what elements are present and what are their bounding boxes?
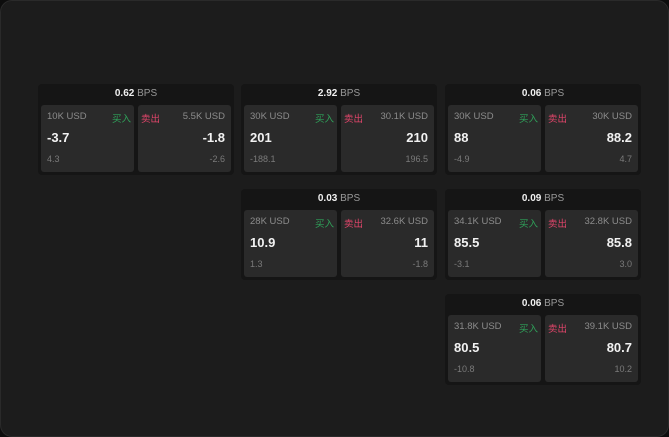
ask-change: -2.6	[209, 154, 225, 164]
buy-cell[interactable]: 34.1K USD 买入 85.5 -3.1	[448, 210, 541, 277]
spread-header: 0.03 BPS	[241, 189, 437, 209]
sell-label: 卖出	[548, 114, 568, 125]
ask-quantity: 5.5K USD	[182, 111, 225, 122]
ask-price: 11	[414, 235, 428, 250]
bid-quantity: 34.1K USD	[454, 216, 502, 227]
ask-price: 85.8	[606, 235, 632, 250]
ask-quantity: 30K USD	[592, 111, 632, 122]
spread-value: 0.03	[317, 193, 338, 204]
bid-price: -3.7	[47, 130, 70, 145]
price-tile: 0.62 BPS 10K USD 买入 -3.7 4.3 卖出 5.5K USD…	[38, 84, 234, 175]
spread-unit: BPS	[340, 193, 361, 204]
buy-cell[interactable]: 30K USD 买入 88 -4.9	[448, 105, 541, 172]
bid-price: 88	[454, 130, 469, 145]
price-tile: 0.06 BPS 30K USD 买入 88 -4.9 卖出 30K USD 8…	[445, 84, 641, 175]
bid-quantity: 28K USD	[250, 216, 290, 227]
spread-unit: BPS	[340, 88, 361, 99]
buy-label: 买入	[518, 219, 538, 230]
bid-change: -4.9	[454, 154, 470, 164]
spread-value: 0.62	[114, 88, 135, 99]
sell-label: 卖出	[548, 324, 568, 335]
buy-cell[interactable]: 30K USD 买入 201 -188.1	[244, 105, 337, 172]
bid-change: 1.3	[250, 259, 263, 269]
spread-value: 2.92	[317, 88, 338, 99]
spread-value: 0.06	[521, 88, 542, 99]
ask-price: -1.8	[202, 130, 225, 145]
bid-change: -188.1	[250, 154, 276, 164]
sell-cell[interactable]: 卖出 39.1K USD 80.7 10.2	[545, 315, 638, 382]
sell-cell[interactable]: 卖出 30K USD 88.2 4.7	[545, 105, 638, 172]
spread-unit: BPS	[544, 88, 565, 99]
ask-change: 4.7	[619, 154, 632, 164]
sell-label: 卖出	[344, 219, 364, 230]
bid-quantity: 30K USD	[250, 111, 290, 122]
spread-unit: BPS	[544, 298, 565, 309]
ask-quantity: 32.8K USD	[584, 216, 632, 227]
sell-cell[interactable]: 卖出 32.8K USD 85.8 3.0	[545, 210, 638, 277]
spread-unit: BPS	[137, 88, 158, 99]
ask-quantity: 32.6K USD	[380, 216, 428, 227]
ask-change: 10.2	[614, 364, 632, 374]
spread-header: 0.09 BPS	[445, 189, 641, 209]
bid-price: 10.9	[250, 235, 276, 250]
bid-price: 201	[250, 130, 272, 145]
ask-change: 196.5	[405, 154, 428, 164]
bid-quantity: 31.8K USD	[454, 321, 502, 332]
sell-label: 卖出	[344, 114, 364, 125]
buy-label: 买入	[518, 114, 538, 125]
buy-label: 买入	[314, 219, 334, 230]
sell-label: 卖出	[548, 219, 568, 230]
sell-cell[interactable]: 卖出 32.6K USD 11 -1.8	[341, 210, 434, 277]
sell-cell[interactable]: 卖出 5.5K USD -1.8 -2.6	[138, 105, 231, 172]
spread-header: 0.06 BPS	[445, 84, 641, 104]
bid-quantity: 10K USD	[47, 111, 87, 122]
bid-change: 4.3	[47, 154, 60, 164]
sell-label: 卖出	[141, 114, 161, 125]
ask-price: 88.2	[606, 130, 632, 145]
price-tile: 0.09 BPS 34.1K USD 买入 85.5 -3.1 卖出 32.8K…	[445, 189, 641, 280]
bid-price: 85.5	[454, 235, 480, 250]
spread-header: 0.06 BPS	[445, 294, 641, 314]
bid-price: 80.5	[454, 340, 480, 355]
buy-cell[interactable]: 31.8K USD 买入 80.5 -10.8	[448, 315, 541, 382]
buy-label: 买入	[518, 324, 538, 335]
bid-change: -3.1	[454, 259, 470, 269]
spread-value: 0.06	[521, 298, 542, 309]
ask-change: -1.8	[412, 259, 428, 269]
ask-price: 210	[406, 130, 428, 145]
spread-header: 2.92 BPS	[241, 84, 437, 104]
buy-label: 买入	[314, 114, 334, 125]
ask-quantity: 39.1K USD	[584, 321, 632, 332]
bid-change: -10.8	[454, 364, 475, 374]
price-tile: 0.03 BPS 28K USD 买入 10.9 1.3 卖出 32.6K US…	[241, 189, 437, 280]
ask-price: 80.7	[606, 340, 632, 355]
spread-value: 0.09	[521, 193, 542, 204]
price-tile: 0.06 BPS 31.8K USD 买入 80.5 -10.8 卖出 39.1…	[445, 294, 641, 385]
buy-label: 买入	[111, 114, 131, 125]
bid-quantity: 30K USD	[454, 111, 494, 122]
buy-cell[interactable]: 10K USD 买入 -3.7 4.3	[41, 105, 134, 172]
ask-change: 3.0	[619, 259, 632, 269]
spread-header: 0.62 BPS	[38, 84, 234, 104]
sell-cell[interactable]: 卖出 30.1K USD 210 196.5	[341, 105, 434, 172]
ask-quantity: 30.1K USD	[380, 111, 428, 122]
spread-unit: BPS	[544, 193, 565, 204]
price-tile: 2.92 BPS 30K USD 买入 201 -188.1 卖出 30.1K …	[241, 84, 437, 175]
buy-cell[interactable]: 28K USD 买入 10.9 1.3	[244, 210, 337, 277]
